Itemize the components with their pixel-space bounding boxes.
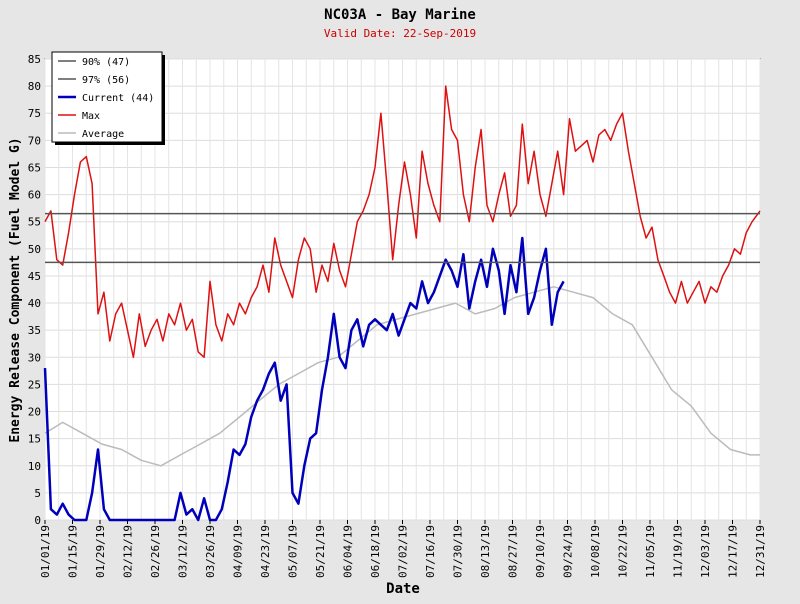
legend-label: 97% (56) [82,75,130,86]
legend: 90% (47) 97% (56) Current (44) Max Average [51,51,165,145]
grid-lines [44,58,761,521]
x-tick-label: 09/10/19 [534,525,547,578]
y-tick-label: 25 [28,378,41,391]
y-tick-label: 40 [28,297,41,310]
y-tick-label: 80 [28,80,41,93]
x-tick-label: 01/01/19 [39,525,52,578]
x-tick-label: 12/03/19 [699,525,712,578]
y-tick-label: 20 [28,406,41,419]
x-tick-label: 01/29/19 [94,525,107,578]
series-group [43,85,761,522]
x-tick-label: 04/23/19 [259,525,272,578]
reference-lines [45,212,760,264]
y-tick-label: 85 [28,53,41,66]
x-tick-label: 03/26/19 [204,525,217,578]
y-axis-label: Energy Release Component (Fuel Model G) [8,137,23,442]
x-tick-label: 02/26/19 [149,525,162,578]
y-tick-label: 0 [34,514,41,527]
chart-title: NC03A - Bay Marine [324,7,476,23]
x-tick-label: 11/05/19 [644,525,657,578]
y-tick-label: 70 [28,134,41,147]
x-tick-label: 07/02/19 [397,525,410,578]
y-tick-label: 30 [28,351,41,364]
x-tick-label: 12/31/19 [754,525,767,578]
legend-label: Average [82,129,124,140]
x-tick-label: 04/09/19 [232,525,245,578]
x-tick-label: 12/17/19 [727,525,740,578]
y-tick-label: 55 [28,216,41,229]
x-tick-label: 05/07/19 [287,525,300,578]
x-tick-label: 01/15/19 [67,525,80,578]
y-ticks: 0 5 10 15 20 25 30 35 40 45 50 55 60 65 70 75 80 85 [28,53,41,527]
y-tick-label: 45 [28,270,41,283]
y-tick-label: 75 [28,107,41,120]
x-tick-label: 11/19/19 [672,525,685,578]
x-tick-label: 09/24/19 [562,525,575,578]
legend-label: Max [82,111,100,122]
x-tick-label: 08/27/19 [507,525,520,578]
x-tick-label: 10/08/19 [589,525,602,578]
x-tick-label: 05/21/19 [314,525,327,578]
x-tick-label: 08/13/19 [479,525,492,578]
y-tick-label: 65 [28,161,41,174]
x-ticks: 01/01/19 01/15/19 01/29/19 02/12/19 02/26/19… [39,520,767,578]
y-tick-label: 15 [28,433,41,446]
x-tick-label: 07/16/19 [424,525,437,578]
x-tick-label: 02/12/19 [122,525,135,578]
x-tick-label: 06/04/19 [342,525,355,578]
x-axis-label: Date [386,581,420,597]
x-tick-label: 03/12/19 [177,525,190,578]
chart-subtitle: Valid Date: 22-Sep-2019 [324,27,476,40]
x-tick-label: 10/22/19 [617,525,630,578]
legend-label: Current (44) [82,93,154,104]
series-line-0 [44,85,761,359]
legend-label: 90% (47) [82,57,130,68]
y-tick-label: 5 [34,487,41,500]
x-tick-label: 07/30/19 [452,525,465,578]
x-tick-label: 06/18/19 [369,525,382,578]
y-tick-label: 60 [28,189,41,202]
y-tick-label: 50 [28,243,41,256]
series-line-2 [43,236,565,522]
y-tick-label: 10 [28,460,41,473]
y-tick-label: 35 [28,324,41,337]
